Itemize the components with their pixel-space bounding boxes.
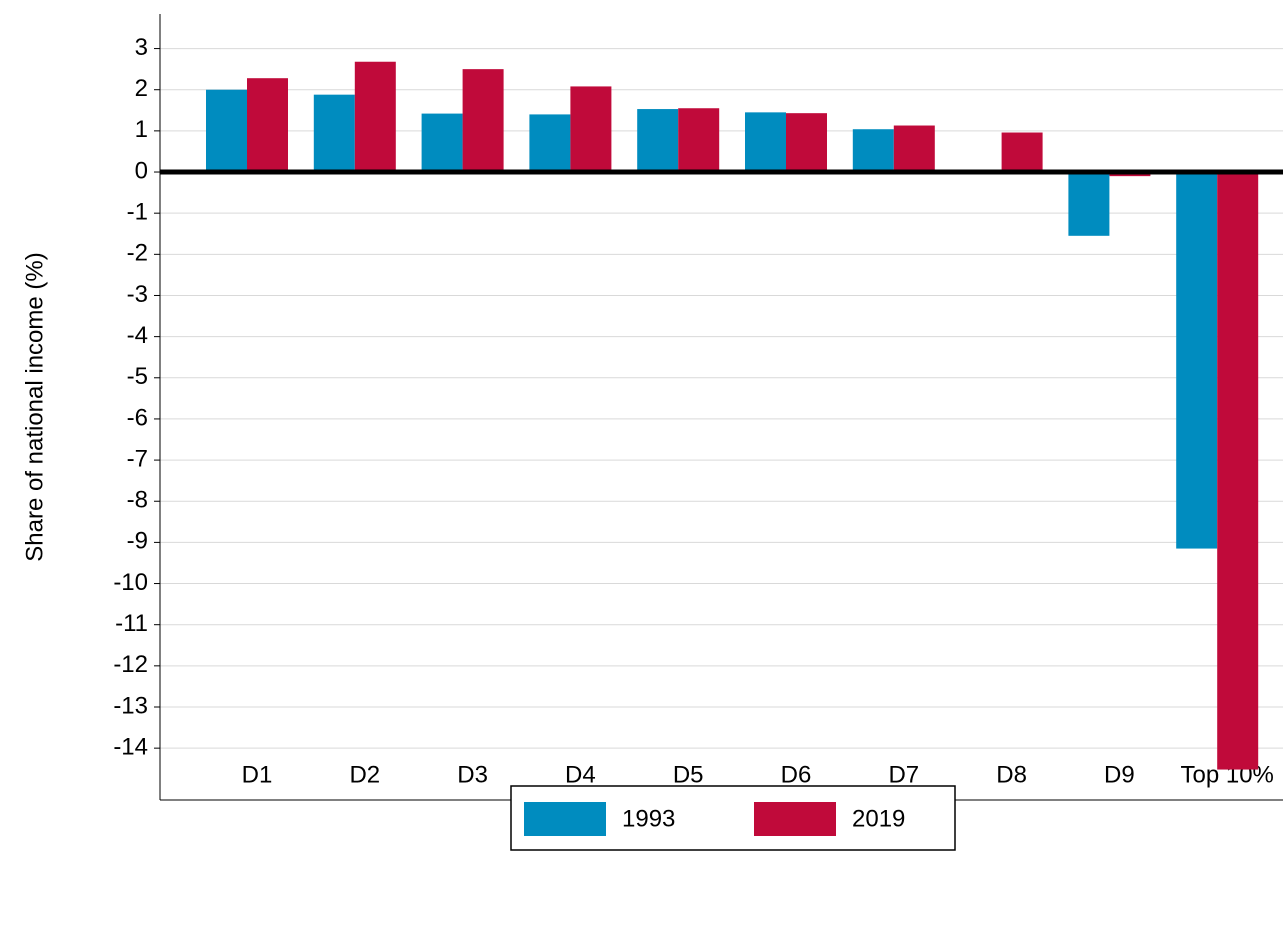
bar bbox=[1217, 172, 1259, 770]
bar bbox=[1001, 132, 1043, 173]
y-axis-label: Share of national income (%) bbox=[21, 252, 48, 562]
legend-label: 1993 bbox=[622, 805, 675, 832]
bar bbox=[462, 69, 504, 173]
bar bbox=[570, 86, 612, 173]
y-tick-label: 0 bbox=[135, 157, 148, 184]
y-tick-label: -3 bbox=[127, 281, 148, 308]
bar bbox=[1176, 172, 1218, 549]
x-tick-label: D4 bbox=[565, 761, 596, 788]
bar bbox=[529, 114, 571, 173]
x-tick-label: D8 bbox=[996, 761, 1027, 788]
y-tick-label: -8 bbox=[127, 487, 148, 514]
bar bbox=[786, 113, 827, 173]
legend-label: 2019 bbox=[852, 805, 905, 832]
bar bbox=[852, 129, 894, 173]
x-tick-label: D7 bbox=[888, 761, 919, 788]
x-tick-label: D3 bbox=[457, 761, 488, 788]
y-tick-label: -13 bbox=[113, 692, 148, 719]
legend-swatch bbox=[524, 802, 606, 836]
y-tick-label: -6 bbox=[127, 404, 148, 431]
y-tick-label: -14 bbox=[113, 733, 148, 760]
bar bbox=[1068, 172, 1110, 236]
bar bbox=[637, 109, 679, 173]
bar bbox=[678, 108, 720, 173]
y-tick-label: -9 bbox=[127, 528, 148, 555]
y-tick-label: -7 bbox=[127, 445, 148, 472]
y-tick-label: 1 bbox=[135, 116, 148, 143]
bar bbox=[421, 113, 463, 173]
y-tick-label: 3 bbox=[135, 34, 148, 61]
bar bbox=[206, 89, 247, 173]
bar bbox=[745, 112, 786, 173]
y-tick-label: -11 bbox=[115, 610, 148, 637]
x-tick-label: D2 bbox=[349, 761, 380, 788]
legend: 1993 2019 bbox=[510, 785, 956, 851]
x-tick-label: D6 bbox=[781, 761, 812, 788]
y-tick-label: -12 bbox=[113, 651, 148, 678]
bar bbox=[354, 61, 396, 173]
legend-swatch bbox=[754, 802, 836, 836]
bar bbox=[313, 94, 355, 173]
y-tick-label: 2 bbox=[135, 75, 148, 102]
x-tick-label: D9 bbox=[1104, 761, 1135, 788]
y-tick-label: -4 bbox=[127, 322, 148, 349]
x-tick-label: D1 bbox=[242, 761, 273, 788]
bar bbox=[893, 125, 935, 173]
y-tick-label: -2 bbox=[127, 240, 148, 267]
bar bbox=[247, 78, 288, 173]
y-tick-label: -10 bbox=[113, 569, 148, 596]
x-tick-label: D5 bbox=[673, 761, 704, 788]
y-tick-label: -1 bbox=[127, 199, 148, 226]
y-tick-label: -5 bbox=[127, 363, 148, 390]
